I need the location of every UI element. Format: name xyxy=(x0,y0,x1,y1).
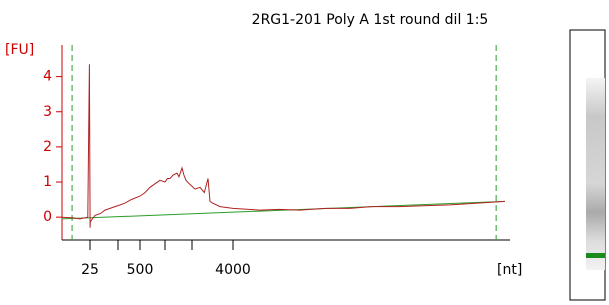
baseline xyxy=(62,201,505,219)
x-tick-label: 25 xyxy=(81,262,99,278)
gel-marker-band xyxy=(586,253,605,258)
x-axis-label: [nt] xyxy=(497,262,522,278)
chart: 2RG1-201 Poly A 1st round dil 1:5 [FU] [… xyxy=(0,0,609,305)
y-tick-label: 4 xyxy=(43,69,52,85)
y-tick-label: 3 xyxy=(43,104,52,120)
trace xyxy=(62,64,505,227)
x-tick-label: 500 xyxy=(127,262,154,278)
y-tick-label: 1 xyxy=(43,174,52,190)
y-tick-label: 0 xyxy=(43,209,52,225)
x-tick-label: 4000 xyxy=(215,262,251,278)
y-tick-label: 2 xyxy=(43,139,52,155)
chart-title: 2RG1-201 Poly A 1st round dil 1:5 xyxy=(252,12,489,28)
y-axis-label: [FU] xyxy=(5,42,34,58)
gel-lane xyxy=(586,78,605,270)
